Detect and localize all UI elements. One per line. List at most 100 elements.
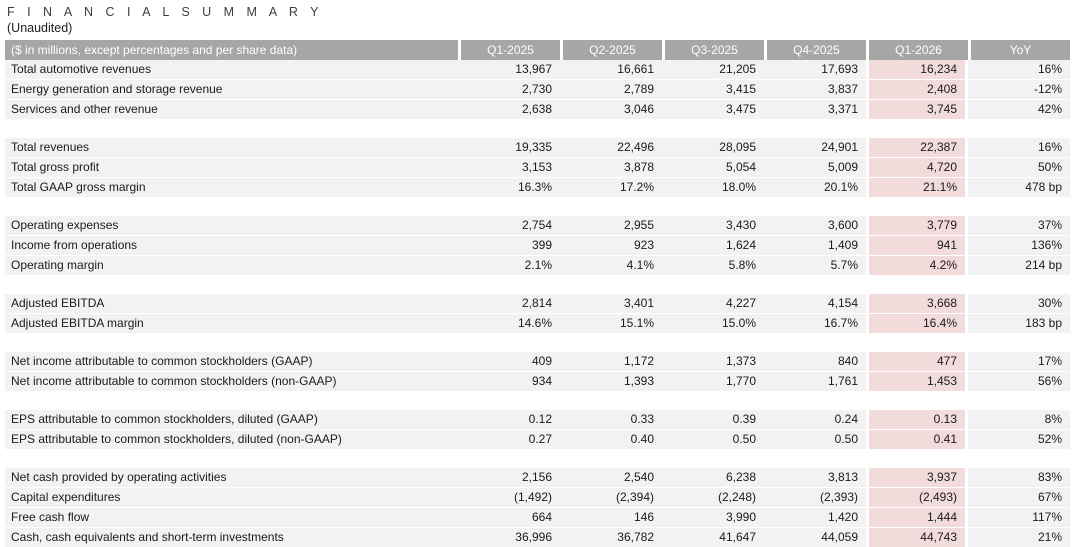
cell-value-q3-2025: 21,205 <box>662 60 764 79</box>
row-label: Net income attributable to common stockh… <box>5 352 458 371</box>
cell-value-q1-2026: 2,408 <box>866 79 968 99</box>
table-header-row: ($ in millions, except percentages and p… <box>5 40 1070 60</box>
table-row: Total revenues 19,335 22,496 28,095 24,901 22… <box>5 138 1070 157</box>
cell-value-q2-2025: 2,789 <box>560 79 662 99</box>
row-label: Total gross profit <box>5 157 458 177</box>
section-spacer <box>5 391 1070 410</box>
cell-value-q3-2025: 6,238 <box>662 468 764 487</box>
cell-value-q2-2025: 0.40 <box>560 429 662 449</box>
cell-value-q2-2025: 2,955 <box>560 216 662 235</box>
cell-value-q2-2025: 16,661 <box>560 60 662 79</box>
cell-value-q1-2025: 2.1% <box>458 255 560 275</box>
row-label: Capital expenditures <box>5 487 458 507</box>
column-header-q1-2026: Q1-2026 <box>866 40 968 60</box>
table-row: Operating margin 2.1% 4.1% 5.8% 5.7% 4.2% 214 … <box>5 255 1070 275</box>
cell-value-q3-2025: 0.50 <box>662 429 764 449</box>
cell-value-q1-2026: 3,937 <box>866 468 968 487</box>
cell-value-q3-2025: 3,990 <box>662 507 764 527</box>
row-label: Total GAAP gross margin <box>5 177 458 197</box>
cell-value-q2-2025: 17.2% <box>560 177 662 197</box>
cell-value-q4-2025: 17,693 <box>764 60 866 79</box>
cell-value-q3-2025: 4,227 <box>662 294 764 313</box>
row-label: Total automotive revenues <box>5 60 458 79</box>
row-label: Free cash flow <box>5 507 458 527</box>
cell-value-q1-2026: 1,444 <box>866 507 968 527</box>
yoy-value: 37% <box>968 216 1070 235</box>
cell-value-q1-2025: 2,754 <box>458 216 560 235</box>
cell-value-q1-2026: 3,779 <box>866 216 968 235</box>
cell-value-q4-2025: 1,409 <box>764 235 866 255</box>
cell-value-q4-2025: 3,371 <box>764 99 866 119</box>
cell-value-q4-2025: 44,059 <box>764 527 866 547</box>
cell-value-q2-2025: 15.1% <box>560 313 662 333</box>
yoy-value: 56% <box>968 371 1070 391</box>
cell-value-q3-2025: 1,770 <box>662 371 764 391</box>
cell-value-q1-2026: 21.1% <box>866 177 968 197</box>
table-row: Cash, cash equivalents and short-term in… <box>5 527 1070 547</box>
column-header-q3-2025: Q3-2025 <box>662 40 764 60</box>
cell-value-q1-2026: 0.41 <box>866 429 968 449</box>
table-row: Adjusted EBITDA margin 14.6% 15.1% 15.0% 16.… <box>5 313 1070 333</box>
cell-value-q1-2026: 3,745 <box>866 99 968 119</box>
row-label: Energy generation and storage revenue <box>5 79 458 99</box>
page-title: F I N A N C I A L S U M M A R Y <box>7 5 323 19</box>
cell-value-q1-2026: 16,234 <box>866 60 968 79</box>
cell-value-q1-2026: 4,720 <box>866 157 968 177</box>
row-label: Net income attributable to common stockh… <box>5 371 458 391</box>
cell-value-q1-2025: 0.12 <box>458 410 560 429</box>
cell-value-q2-2025: 2,540 <box>560 468 662 487</box>
cell-value-q1-2025: 664 <box>458 507 560 527</box>
cell-value-q4-2025: 840 <box>764 352 866 371</box>
yoy-value: 16% <box>968 138 1070 157</box>
cell-value-q1-2025: 13,967 <box>458 60 560 79</box>
cell-value-q2-2025: 146 <box>560 507 662 527</box>
page-subtitle: (Unaudited) <box>7 21 73 35</box>
table-row: Total automotive revenues 13,967 16,661 21,… <box>5 60 1070 79</box>
cell-value-q4-2025: 5.7% <box>764 255 866 275</box>
yoy-value: 136% <box>968 235 1070 255</box>
cell-value-q4-2025: 1,420 <box>764 507 866 527</box>
row-label: EPS attributable to common stockholders,… <box>5 429 458 449</box>
yoy-value: 83% <box>968 468 1070 487</box>
cell-value-q4-2025: 0.24 <box>764 410 866 429</box>
column-header-yoy: YoY <box>968 40 1070 60</box>
cell-value-q4-2025: 16.7% <box>764 313 866 333</box>
table-units-note: ($ in millions, except percentages and p… <box>5 40 458 60</box>
cell-value-q2-2025: 22,496 <box>560 138 662 157</box>
table-row: Free cash flow 664 146 3,990 1,420 1,444 117% <box>5 507 1070 527</box>
table-row: EPS attributable to common stockholders,… <box>5 429 1070 449</box>
row-label: Total revenues <box>5 138 458 157</box>
cell-value-q3-2025: 1,373 <box>662 352 764 371</box>
section-spacer <box>5 197 1070 216</box>
table-row: Operating expenses 2,754 2,955 3,430 3,600 3,… <box>5 216 1070 235</box>
cell-value-q4-2025: 1,761 <box>764 371 866 391</box>
cell-value-q2-2025: 3,046 <box>560 99 662 119</box>
cell-value-q1-2026: 44,743 <box>866 527 968 547</box>
yoy-value: 30% <box>968 294 1070 313</box>
cell-value-q2-2025: 1,172 <box>560 352 662 371</box>
cell-value-q1-2025: 2,730 <box>458 79 560 99</box>
yoy-value: 478 bp <box>968 177 1070 197</box>
table-row: Adjusted EBITDA 2,814 3,401 4,227 4,154 3,668… <box>5 294 1070 313</box>
cell-value-q1-2026: 16.4% <box>866 313 968 333</box>
cell-value-q3-2025: 3,430 <box>662 216 764 235</box>
cell-value-q3-2025: 1,624 <box>662 235 764 255</box>
yoy-value: 117% <box>968 507 1070 527</box>
cell-value-q4-2025: 20.1% <box>764 177 866 197</box>
table-row: Capital expenditures (1,492) (2,394) (2,248… <box>5 487 1070 507</box>
report-header: F I N A N C I A L S U M M A R Y (Unaudit… <box>0 0 1080 36</box>
financial-summary-table: ($ in millions, except percentages and p… <box>5 40 1070 547</box>
section-spacer <box>5 119 1070 138</box>
cell-value-q2-2025: 923 <box>560 235 662 255</box>
cell-value-q3-2025: 18.0% <box>662 177 764 197</box>
section-spacer <box>5 449 1070 468</box>
cell-value-q1-2026: (2,493) <box>866 487 968 507</box>
cell-value-q3-2025: 3,475 <box>662 99 764 119</box>
row-label: EPS attributable to common stockholders,… <box>5 410 458 429</box>
cell-value-q2-2025: 36,782 <box>560 527 662 547</box>
cell-value-q3-2025: 5.8% <box>662 255 764 275</box>
cell-value-q4-2025: 0.50 <box>764 429 866 449</box>
cell-value-q2-2025: 1,393 <box>560 371 662 391</box>
cell-value-q1-2026: 4.2% <box>866 255 968 275</box>
cell-value-q1-2025: (1,492) <box>458 487 560 507</box>
